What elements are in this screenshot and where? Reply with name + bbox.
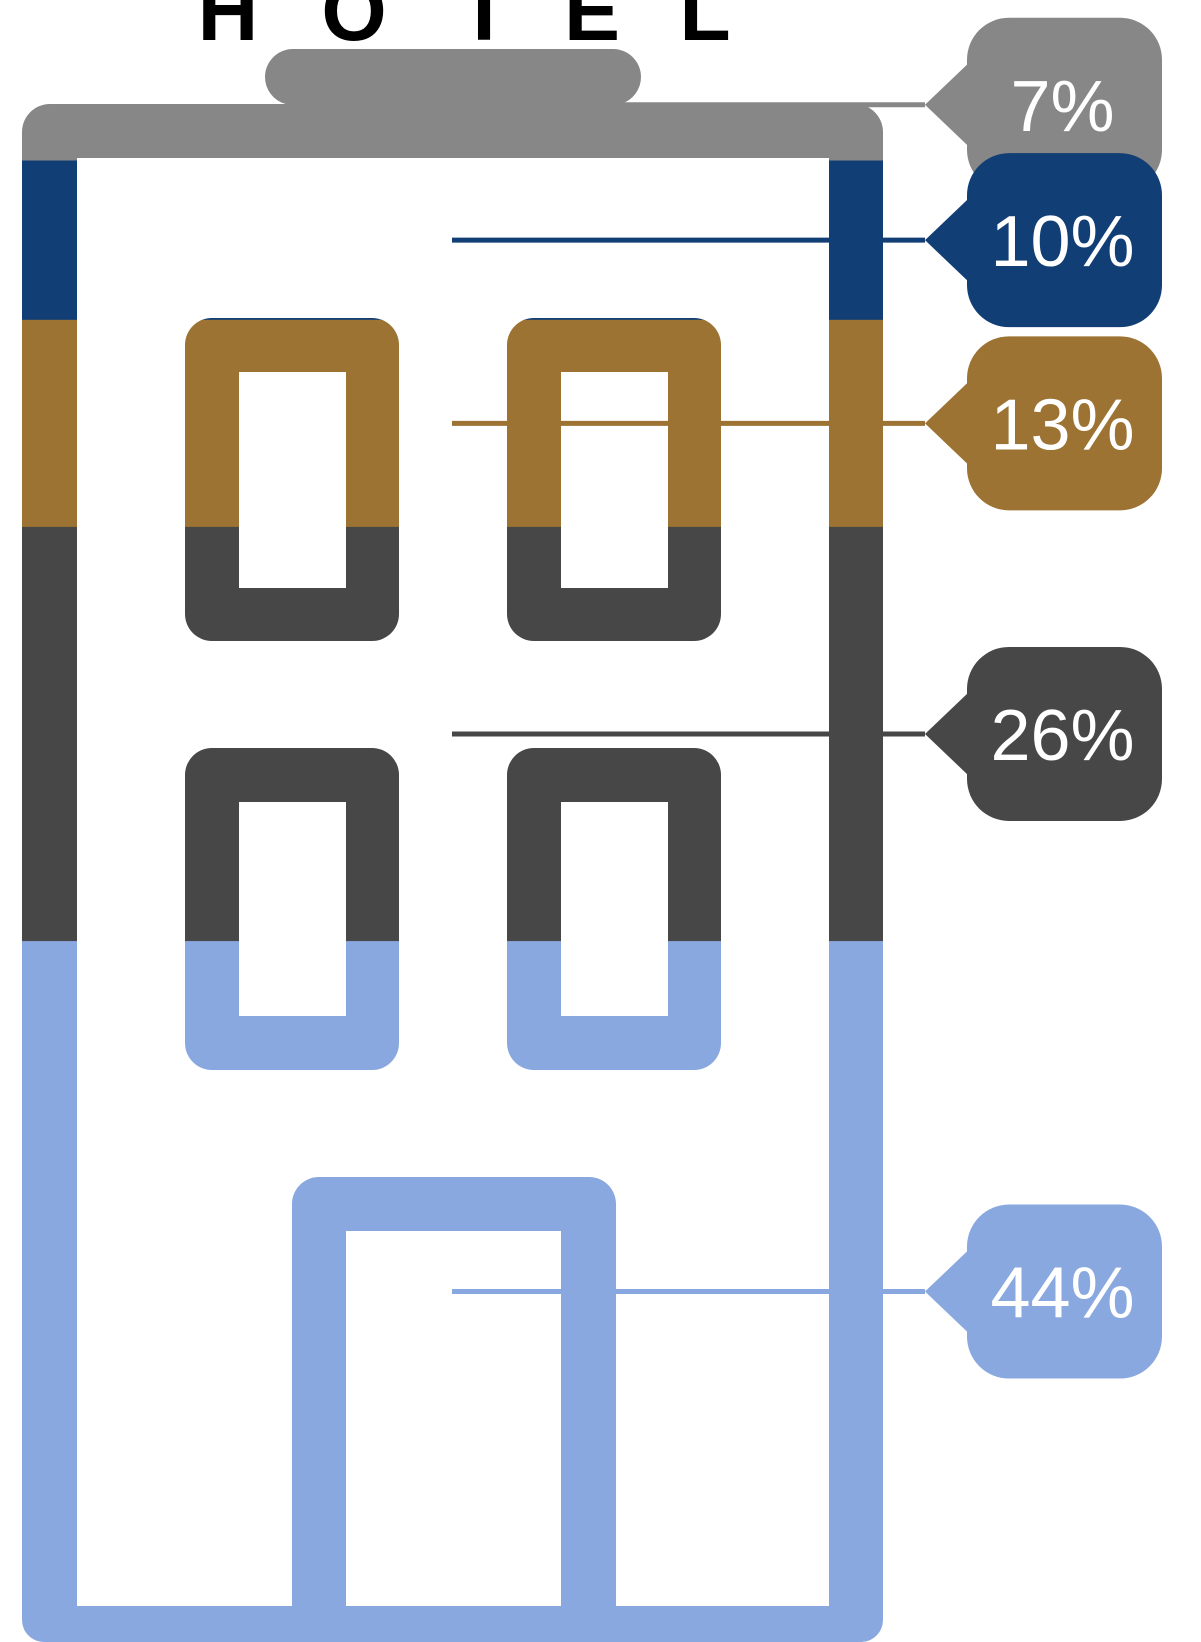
leader-lines (452, 102, 925, 1295)
callout-pointer (925, 381, 969, 466)
callout-badge: 13% (925, 336, 1162, 511)
building-fill (22, 49, 883, 1642)
sign-letter-t: T (458, 0, 509, 58)
callout-value-label: 7% (1010, 67, 1114, 147)
callout-value-label: 13% (990, 385, 1134, 465)
callout-badge: 44% (925, 1204, 1162, 1379)
callout-badge: 7% (925, 17, 1162, 192)
callout-box (967, 1204, 1162, 1379)
callout-box (967, 646, 1162, 821)
callout-value-label: 44% (990, 1254, 1134, 1334)
callout-badge: 10% (925, 153, 1162, 328)
callout-badge: 26% (925, 646, 1162, 821)
sign-letter-e: E (564, 0, 620, 58)
callouts: 7% 10% 13% 26% 44% (925, 17, 1162, 1379)
sign-letter-h: H (198, 0, 259, 58)
sign-letter-o: O (321, 0, 386, 58)
callout-pointer (925, 62, 969, 147)
callout-box (967, 336, 1162, 511)
callout-pointer (925, 1249, 969, 1334)
sign-letter-l: L (679, 0, 730, 58)
callout-pointer (925, 691, 969, 776)
callout-box (967, 17, 1162, 192)
callout-box (967, 153, 1162, 328)
callout-value-label: 10% (990, 202, 1134, 282)
callout-value-label: 26% (990, 696, 1134, 776)
callout-pointer (925, 198, 969, 283)
